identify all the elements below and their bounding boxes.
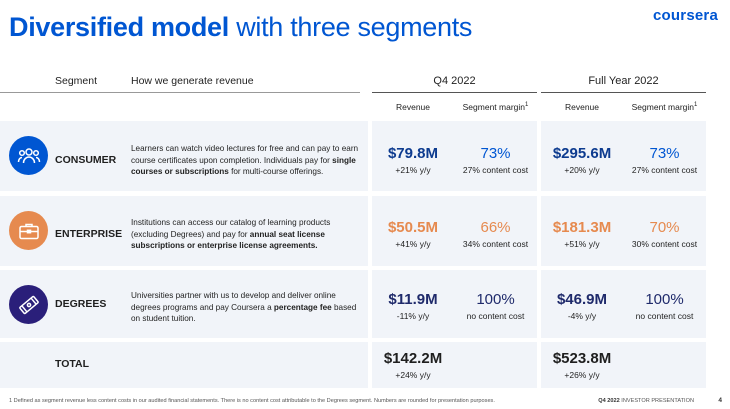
footer-deck-name: INVESTOR PRESENTATION [621,398,694,404]
segment-degrees: DEGREES [55,298,107,310]
note: 30% content cost [631,239,698,249]
desc-consumer-2: for multi-course offerings. [228,167,324,176]
segment-total: TOTAL [55,358,90,370]
subheader-fy-margin: Segment margin1 [623,102,706,112]
page-number: 4 [718,397,722,404]
header-rule-fy [541,92,706,93]
row-total-q4 [372,342,537,388]
value: 73% [480,145,511,162]
desc-degrees: Universities partner with us to develop … [131,290,361,325]
value: 100% [645,291,684,308]
value: $46.9M [556,291,608,308]
enterprise-q4-margin: 66% 34% content cost [454,219,537,249]
enterprise-fy-margin: 70% 30% content cost [623,219,706,249]
value: $50.5M [387,219,439,236]
subheader-fy-revenue: Revenue [564,102,600,112]
desc-degrees-bold: percentage fee [273,302,332,312]
header-rule-q4 [372,92,537,93]
value: 73% [649,145,680,162]
row-total-left [0,342,368,388]
desc-degrees-1: Universities partner with us to develop … [131,291,336,312]
row-enterprise-q4 [372,196,537,266]
row-degrees-q4 [372,270,537,338]
value: 70% [649,219,680,236]
value: $295.6M [552,145,612,162]
segment-consumer: CONSUMER [55,154,117,166]
note: 34% content cost [462,239,529,249]
note: no content cost [635,311,694,321]
desc-consumer-1: Learners can watch video lectures for fr… [131,144,359,165]
desc-consumer: Learners can watch video lectures for fr… [131,143,361,178]
footnote: 1 Defined as segment revenue less conten… [9,398,495,404]
desc-enterprise-1: Institutions can access our catalog of l… [131,218,331,239]
total-q4-revenue: $142.2M +24% y/y [372,350,454,380]
consumer-q4-revenue: $79.8M +21% y/y [372,145,454,175]
row-enterprise-left [0,196,368,266]
value: 100% [476,291,515,308]
footer-period: Q4 2022 [598,398,620,404]
margin-label: Segment margin [462,102,526,112]
growth: +51% y/y [564,239,600,249]
diploma-icon [9,285,48,324]
growth: +20% y/y [564,165,600,175]
footer-deck: Q4 2022 INVESTOR PRESENTATION [598,398,694,404]
people-group-icon [9,136,48,175]
consumer-fy-margin: 73% 27% content cost [623,145,706,175]
page-title: Diversified model with three segments [9,12,472,43]
growth: +41% y/y [395,239,431,249]
degrees-fy-margin: 100% no content cost [623,291,706,321]
row-consumer-left [0,121,368,191]
title-bold: Diversified model [9,12,229,42]
title-light: with three segments [236,12,473,42]
value: $523.8M [552,350,612,367]
header-q4: Q4 2022 [433,75,476,87]
desc-enterprise: Institutions can access our catalog of l… [131,217,361,252]
note: 27% content cost [462,165,529,175]
enterprise-q4-revenue: $50.5M +41% y/y [372,219,454,249]
desc-consumer-bold: single courses or subscriptions [131,155,356,177]
note: no content cost [466,311,525,321]
value: $79.8M [387,145,439,162]
subheader-q4-margin: Segment margin1 [454,102,537,112]
subheader-q4-revenue: Revenue [395,102,431,112]
row-consumer-fy [541,121,706,191]
segment-enterprise: ENTERPRISE [55,228,123,240]
growth: +21% y/y [395,165,431,175]
enterprise-fy-revenue: $181.3M +51% y/y [541,219,623,249]
desc-enterprise-bold: annual seat license subscriptions or ent… [131,229,325,251]
row-enterprise-fy [541,196,706,266]
total-fy-revenue: $523.8M +26% y/y [541,350,623,380]
margin-footnote: 1 [525,102,529,109]
growth: -4% y/y [567,311,597,321]
growth: +26% y/y [564,370,600,380]
header-segment: Segment [55,75,98,87]
margin-label: Segment margin [631,102,695,112]
degrees-q4-margin: 100% no content cost [454,291,537,321]
briefcase-icon [9,211,48,250]
row-degrees-left [0,270,368,338]
value: $142.2M [383,350,443,367]
coursera-logo: coursera [653,7,718,24]
consumer-q4-margin: 73% 27% content cost [454,145,537,175]
header-fy: Full Year 2022 [588,75,659,87]
row-degrees-fy [541,270,706,338]
margin-footnote: 1 [694,102,698,109]
note: 27% content cost [631,165,698,175]
degrees-fy-revenue: $46.9M -4% y/y [541,291,623,321]
degrees-q4-revenue: $11.9M -11% y/y [372,291,454,321]
header-rule-left [0,92,360,93]
row-consumer-q4 [372,121,537,191]
value: $11.9M [388,291,438,308]
growth: -11% y/y [396,311,430,321]
value: 66% [480,219,511,236]
header-how: How we generate revenue [131,75,254,87]
desc-degrees-2: based on student tuition. [131,302,357,324]
consumer-fy-revenue: $295.6M +20% y/y [541,145,623,175]
row-total-fy [541,342,706,388]
value: $181.3M [552,219,612,236]
growth: +24% y/y [395,370,431,380]
